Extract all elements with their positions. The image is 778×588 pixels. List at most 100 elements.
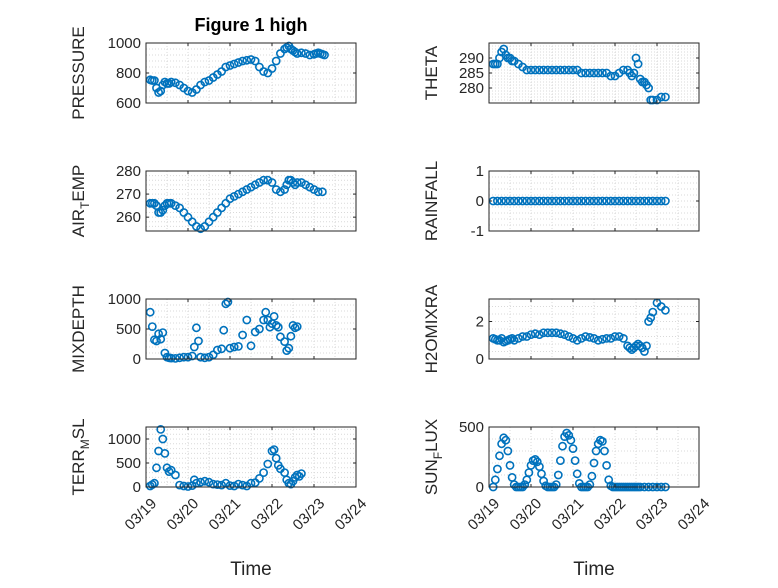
- data-point: [543, 196, 553, 206]
- data-point: [532, 457, 542, 467]
- y-tick-label: 285: [459, 65, 484, 82]
- data-point: [568, 444, 578, 453]
- data-point: [514, 333, 523, 343]
- data-point: [166, 353, 176, 363]
- data-point: [593, 196, 603, 206]
- y-tick-label: 0: [476, 193, 484, 210]
- data-point: [530, 196, 540, 206]
- data-point: [602, 333, 611, 343]
- data-point: [581, 332, 590, 341]
- data-point: [149, 76, 159, 85]
- data-point: [208, 479, 218, 489]
- data-point: [648, 95, 658, 105]
- data-point: [530, 329, 540, 339]
- data-point: [223, 297, 233, 307]
- data-point: [225, 343, 235, 353]
- data-point: [556, 65, 565, 75]
- data-point: [317, 187, 327, 197]
- data-point: [152, 463, 161, 473]
- data-point: [572, 469, 582, 479]
- data-series: [145, 297, 302, 363]
- data-point: [269, 445, 279, 454]
- data-point: [170, 353, 180, 363]
- y-axis-label: AIRTEMP: [69, 165, 92, 238]
- data-point: [267, 178, 277, 187]
- data-point: [156, 424, 166, 434]
- data-point: [589, 196, 599, 206]
- data-point: [154, 329, 163, 339]
- data-point: [217, 480, 226, 490]
- data-point: [204, 477, 214, 487]
- data-point: [233, 341, 243, 351]
- data-point: [629, 68, 639, 78]
- y-tick-label: 280: [116, 163, 141, 180]
- data-point: [535, 196, 544, 206]
- data-point: [495, 335, 504, 345]
- data-point: [271, 320, 281, 330]
- data-point: [585, 332, 595, 342]
- data-point: [490, 475, 500, 485]
- data-point: [296, 48, 306, 58]
- data-point: [290, 472, 300, 482]
- y-tick-label: 270: [116, 186, 141, 203]
- axes-box: [145, 426, 357, 488]
- data-point: [652, 196, 662, 206]
- axes-box: [488, 298, 700, 360]
- data-point: [635, 196, 645, 206]
- data-point: [149, 198, 159, 208]
- data-point: [503, 446, 513, 456]
- data-point: [147, 322, 157, 331]
- data-point: [156, 208, 166, 217]
- data-point: [505, 196, 515, 206]
- data-point: [246, 341, 256, 351]
- data-point: [526, 330, 536, 339]
- data-point: [175, 480, 184, 490]
- data-point: [259, 315, 268, 325]
- data-point: [600, 446, 609, 456]
- data-point: [564, 196, 574, 206]
- data-point: [526, 196, 536, 206]
- y-tick-label: 260: [116, 209, 141, 226]
- data-point: [501, 196, 511, 206]
- data-point: [623, 196, 632, 206]
- data-point: [200, 77, 210, 87]
- data-series: [488, 196, 670, 206]
- data-point: [191, 323, 201, 333]
- data-point: [566, 435, 576, 445]
- data-point: [619, 333, 628, 343]
- data-point: [259, 175, 268, 185]
- data-point: [589, 333, 599, 343]
- data-point: [602, 460, 611, 470]
- data-point: [598, 196, 607, 206]
- data-point: [631, 196, 641, 206]
- data-point: [648, 196, 658, 206]
- data-point: [509, 196, 519, 206]
- data-point: [286, 331, 296, 341]
- data-point: [212, 480, 222, 489]
- data-point: [585, 196, 595, 206]
- x-axis-label-left: Time: [230, 559, 272, 580]
- data-point: [250, 56, 260, 66]
- data-point: [296, 469, 306, 478]
- data-point: [499, 433, 509, 443]
- data-point: [183, 352, 193, 362]
- data-point: [170, 470, 180, 480]
- y-tick-label: 1000: [108, 431, 141, 448]
- data-point: [282, 346, 292, 355]
- data-point: [547, 65, 557, 75]
- y-axis-label: PRESSURE: [69, 26, 88, 120]
- data-point: [564, 65, 574, 75]
- data-point: [553, 470, 563, 480]
- data-point: [166, 77, 176, 87]
- data-point: [560, 196, 569, 206]
- data-point: [593, 68, 603, 78]
- data-point: [288, 178, 298, 187]
- data-point: [606, 71, 616, 81]
- data-point: [158, 328, 168, 337]
- data-point: [560, 65, 569, 75]
- data-point: [661, 305, 670, 315]
- data-point: [526, 65, 536, 75]
- data-point: [577, 333, 586, 343]
